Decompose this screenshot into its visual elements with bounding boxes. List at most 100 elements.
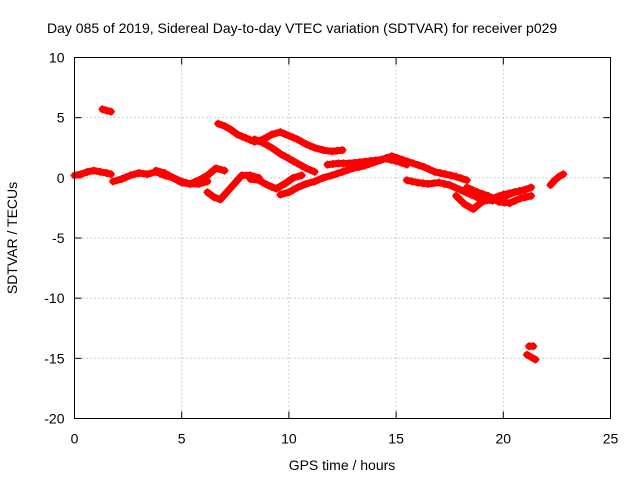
data-point [254,137,263,146]
data-point [242,134,251,143]
data-point [237,132,246,141]
data-point [462,176,471,185]
data-point [338,146,347,155]
data-point [445,181,454,190]
series-track-15 [522,350,540,364]
data-point [297,137,306,146]
data-point [527,183,536,192]
data-point [477,197,486,206]
data-point [227,125,236,134]
data-point [126,171,135,180]
x-tick-label: 10 [281,431,297,447]
data-point [289,185,298,194]
data-point [469,205,478,214]
data-point [550,176,559,185]
data-point [408,177,417,186]
data-point [382,153,391,162]
data-point [212,164,221,173]
data-point [310,167,319,176]
data-point [263,141,272,150]
series-track-10 [323,152,471,185]
data-point [520,185,529,194]
data-point [504,189,513,198]
data-point [527,191,536,200]
data-point [302,140,311,149]
data-point [419,163,428,172]
data-point [338,167,347,176]
data-point [468,185,477,194]
data-point [267,130,276,139]
data-point [436,169,445,178]
grid-lines [74,57,611,419]
data-point [297,181,306,190]
data-point [527,353,536,362]
data-point [306,166,315,175]
data-point [280,152,289,161]
data-point [515,187,524,196]
data-point [289,133,298,142]
y-tick-label: -15 [44,350,64,366]
data-point [284,131,293,140]
data-point [263,181,272,190]
data-point [109,177,118,186]
data-point [194,179,203,188]
data-point [452,172,461,181]
data-point [343,166,352,175]
data-point [446,171,455,180]
data-point [473,188,482,197]
data-point [522,350,531,359]
data-point [250,135,259,144]
data-point [246,175,255,184]
data-point [511,196,520,205]
data-point [297,161,306,170]
data-point [306,141,315,150]
data-point [117,175,126,184]
series-track-12 [452,185,529,214]
data-point [276,182,285,191]
data-point [203,177,212,186]
data-point [531,355,540,364]
data-point [121,173,130,182]
series-track-13 [462,183,536,208]
y-axis-label: SDTVAR / TECUs [4,182,20,294]
data-point [529,342,538,351]
data-point [220,122,229,131]
data-point [456,185,465,194]
x-tick-label: 15 [388,431,404,447]
data-point [143,170,152,179]
data-point [440,179,449,188]
data-point [393,153,402,162]
data-point [441,170,450,179]
data-point [505,199,514,208]
data-point [280,129,289,138]
series-track-14 [546,170,568,190]
data-point [259,178,268,187]
data-point [559,170,568,179]
data-point [177,177,186,186]
data-point [546,181,555,190]
data-point [284,188,293,197]
data-point [473,201,482,210]
data-point [516,194,525,203]
data-point [164,171,173,180]
data-point [233,176,242,185]
data-point [478,190,487,199]
series-track-8 [250,135,319,176]
data-point [214,119,223,128]
data-point [460,200,469,209]
data-point [173,175,182,184]
data-point [106,107,115,116]
data-point [98,105,107,114]
data-point [203,188,212,197]
data-point [402,176,411,185]
data-point [284,176,293,185]
data-point [377,155,386,164]
data-point [134,169,143,178]
data-point [409,159,418,168]
data-point [272,184,281,193]
data-point [220,166,229,175]
series-track-5 [203,171,263,204]
data-point [259,138,268,147]
y-tick-label: 10 [49,50,65,66]
